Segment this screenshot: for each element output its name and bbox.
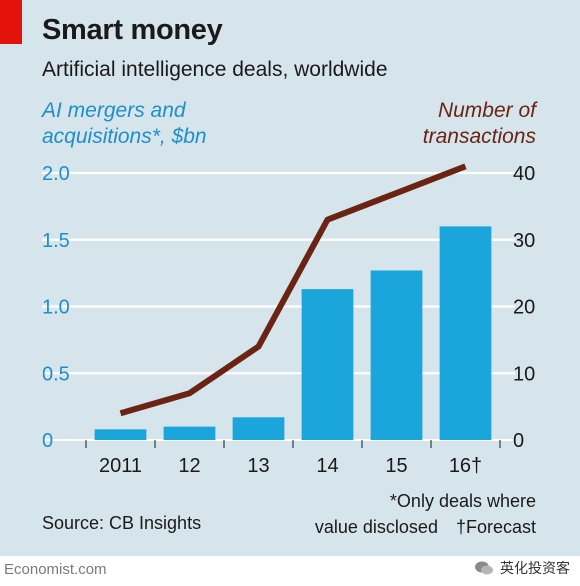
left-tick-label: 1.5: [42, 230, 70, 252]
transactions-line: [119, 163, 467, 417]
left-tick-label: 2.0: [42, 163, 70, 185]
chart-title: Smart money: [42, 14, 223, 46]
brand-red-tag: [0, 0, 22, 44]
x-tick-label: 16†: [449, 455, 482, 477]
bar: [94, 429, 147, 440]
bar: [439, 226, 492, 440]
wechat-watermark-text: 英化投资客: [500, 560, 570, 576]
left-axis-title-line-1: AI mergers and: [42, 99, 186, 122]
bar: [301, 289, 354, 440]
x-tick-label: 2011: [99, 455, 142, 477]
left-tick-label: 0.5: [42, 363, 70, 385]
right-tick-label: 40: [513, 163, 535, 185]
left-tick-label: 1.0: [42, 297, 70, 319]
economist-watermark: Economist.com: [4, 561, 107, 578]
footnote-line-2: value disclosed: [314, 517, 438, 537]
right-axis-title-line-1: Number of: [437, 99, 536, 122]
right-axis-title-line-2: transactions: [422, 125, 536, 148]
bar: [232, 417, 285, 440]
x-tick-label: 12: [178, 455, 200, 477]
left-axis-title-line-2: acquisitions*, $bn: [42, 125, 207, 148]
x-tick-label: 13: [247, 455, 269, 477]
x-tick-label: 15: [385, 455, 407, 477]
right-axis-title: Number of transactions: [423, 98, 536, 150]
wechat-icon: [475, 561, 493, 575]
left-tick-label: 0: [42, 430, 53, 452]
right-tick-label: 20: [513, 297, 535, 319]
footnote: *Only deals where value disclosed †Foreca…: [315, 488, 536, 540]
footnote-line-2-wrap: value disclosed †Forecast: [315, 514, 536, 540]
chart-subtitle: Artificial intelligence deals, worldwide: [42, 58, 388, 81]
wechat-watermark: 英化投资客: [474, 558, 570, 578]
plot-area: 0 0.5 1.0 1.5 2.0 0 10 20 30 40 2011 12 13 14 15 16†: [42, 163, 535, 477]
source-note: Source: CB Insights: [42, 513, 202, 533]
left-axis-title: AI mergers and acquisitions*, $bn: [42, 98, 207, 150]
bar: [163, 426, 216, 440]
right-tick-label: 30: [513, 230, 535, 252]
bar: [370, 270, 423, 440]
right-tick-label: 10: [513, 363, 535, 385]
footnote-line-3: †Forecast: [455, 517, 536, 537]
right-tick-label: 0: [513, 430, 524, 452]
x-tick-label: 14: [316, 455, 338, 477]
footnote-line-1: *Only deals where: [389, 491, 536, 511]
